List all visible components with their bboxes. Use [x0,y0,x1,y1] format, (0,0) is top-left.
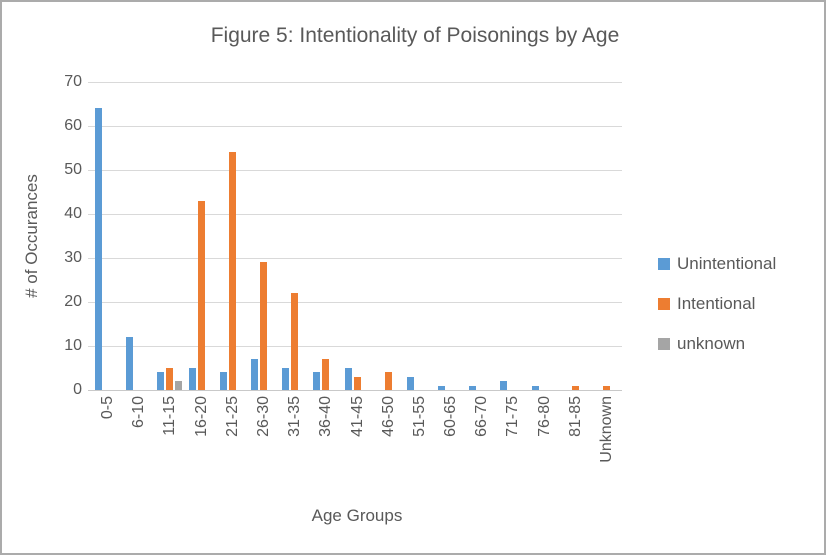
x-tick-label: 0-5 [99,396,117,420]
gridline [88,389,622,391]
x-tick-label: 76-80 [535,396,553,437]
x-tick-label: 41-45 [348,396,366,437]
y-axis-title: # of Occurances [22,174,41,298]
y-tick-label: 30 [64,249,82,266]
bar-intentional-unknown [602,385,610,390]
x-tick-label: Unknown [597,396,615,463]
gridline [88,257,622,259]
bar-intentional-36-40 [322,359,330,390]
gridline [88,81,622,83]
y-tick-label: 60 [64,117,82,134]
bar-intentional-21-25 [228,152,236,390]
bar-intentional-31-35 [291,293,299,390]
bar-intentional-11-15 [166,368,174,390]
gridline [88,169,622,171]
bar-unintentional-71-75 [500,381,508,390]
gridline [88,213,622,215]
bar-unintentional-0-5 [95,108,103,390]
legend-label: Unintentional [677,254,777,273]
bar-unintentional-51-55 [406,376,414,390]
bar-unintentional-66-70 [469,385,477,390]
y-tick-label: 50 [64,161,82,178]
x-tick-label: 11-15 [161,396,179,436]
y-tick-label: 40 [64,205,82,222]
x-tick-label: 51-55 [410,396,428,437]
legend-swatch-icon [658,258,670,270]
bar-unintentional-16-20 [188,368,196,390]
bar-intentional-81-85 [571,385,579,390]
y-tick-label: 0 [73,381,82,398]
legend-item-unknown: unknown [658,334,776,354]
bar-unintentional-60-65 [438,385,446,390]
x-tick-label: 6-10 [130,396,148,429]
x-tick-label: 31-35 [286,396,304,437]
bar-unknown-11-15 [175,381,183,390]
bar-intentional-46-50 [384,372,392,390]
legend-label: unknown [677,334,746,353]
x-tick-label: 71-75 [504,396,522,437]
plot-area [92,82,622,390]
chart-title: Figure 5: Intentionality of Poisonings b… [210,24,620,47]
bar-intentional-26-30 [259,262,267,390]
gridline [88,345,622,347]
x-tick-label: 81-85 [566,396,584,437]
legend-swatch-icon [658,338,670,350]
bar-unintentional-76-80 [531,385,539,390]
y-tick-label: 70 [64,73,82,90]
bar-unintentional-41-45 [344,368,352,390]
bar-unintentional-36-40 [313,372,321,390]
x-tick-label: 66-70 [473,396,491,437]
bar-unintentional-11-15 [157,372,165,390]
legend-item-unintentional: Unintentional [658,254,776,274]
x-tick-label: 26-30 [254,396,272,437]
gridline [88,125,622,127]
x-tick-label: 21-25 [223,396,241,437]
y-tick-label: 10 [64,337,82,354]
bar-unintentional-21-25 [219,372,227,390]
legend: Unintentional Intentional unknown [658,254,776,374]
y-tick-label: 20 [64,293,82,310]
bar-unintentional-31-35 [282,368,290,390]
x-tick-label: 16-20 [192,396,210,437]
legend-label: Intentional [677,294,756,313]
bar-unintentional-6-10 [126,337,134,390]
x-tick-label: 60-65 [442,396,460,437]
legend-swatch-icon [658,298,670,310]
x-tick-label: 36-40 [317,396,335,437]
x-tick-label: 46-50 [379,396,397,437]
x-axis-title: Age Groups [311,506,403,525]
bar-unintentional-26-30 [250,359,258,390]
gridline [88,301,622,303]
legend-item-intentional: Intentional [658,294,776,314]
bar-intentional-16-20 [197,200,205,390]
bar-intentional-41-45 [353,376,361,390]
